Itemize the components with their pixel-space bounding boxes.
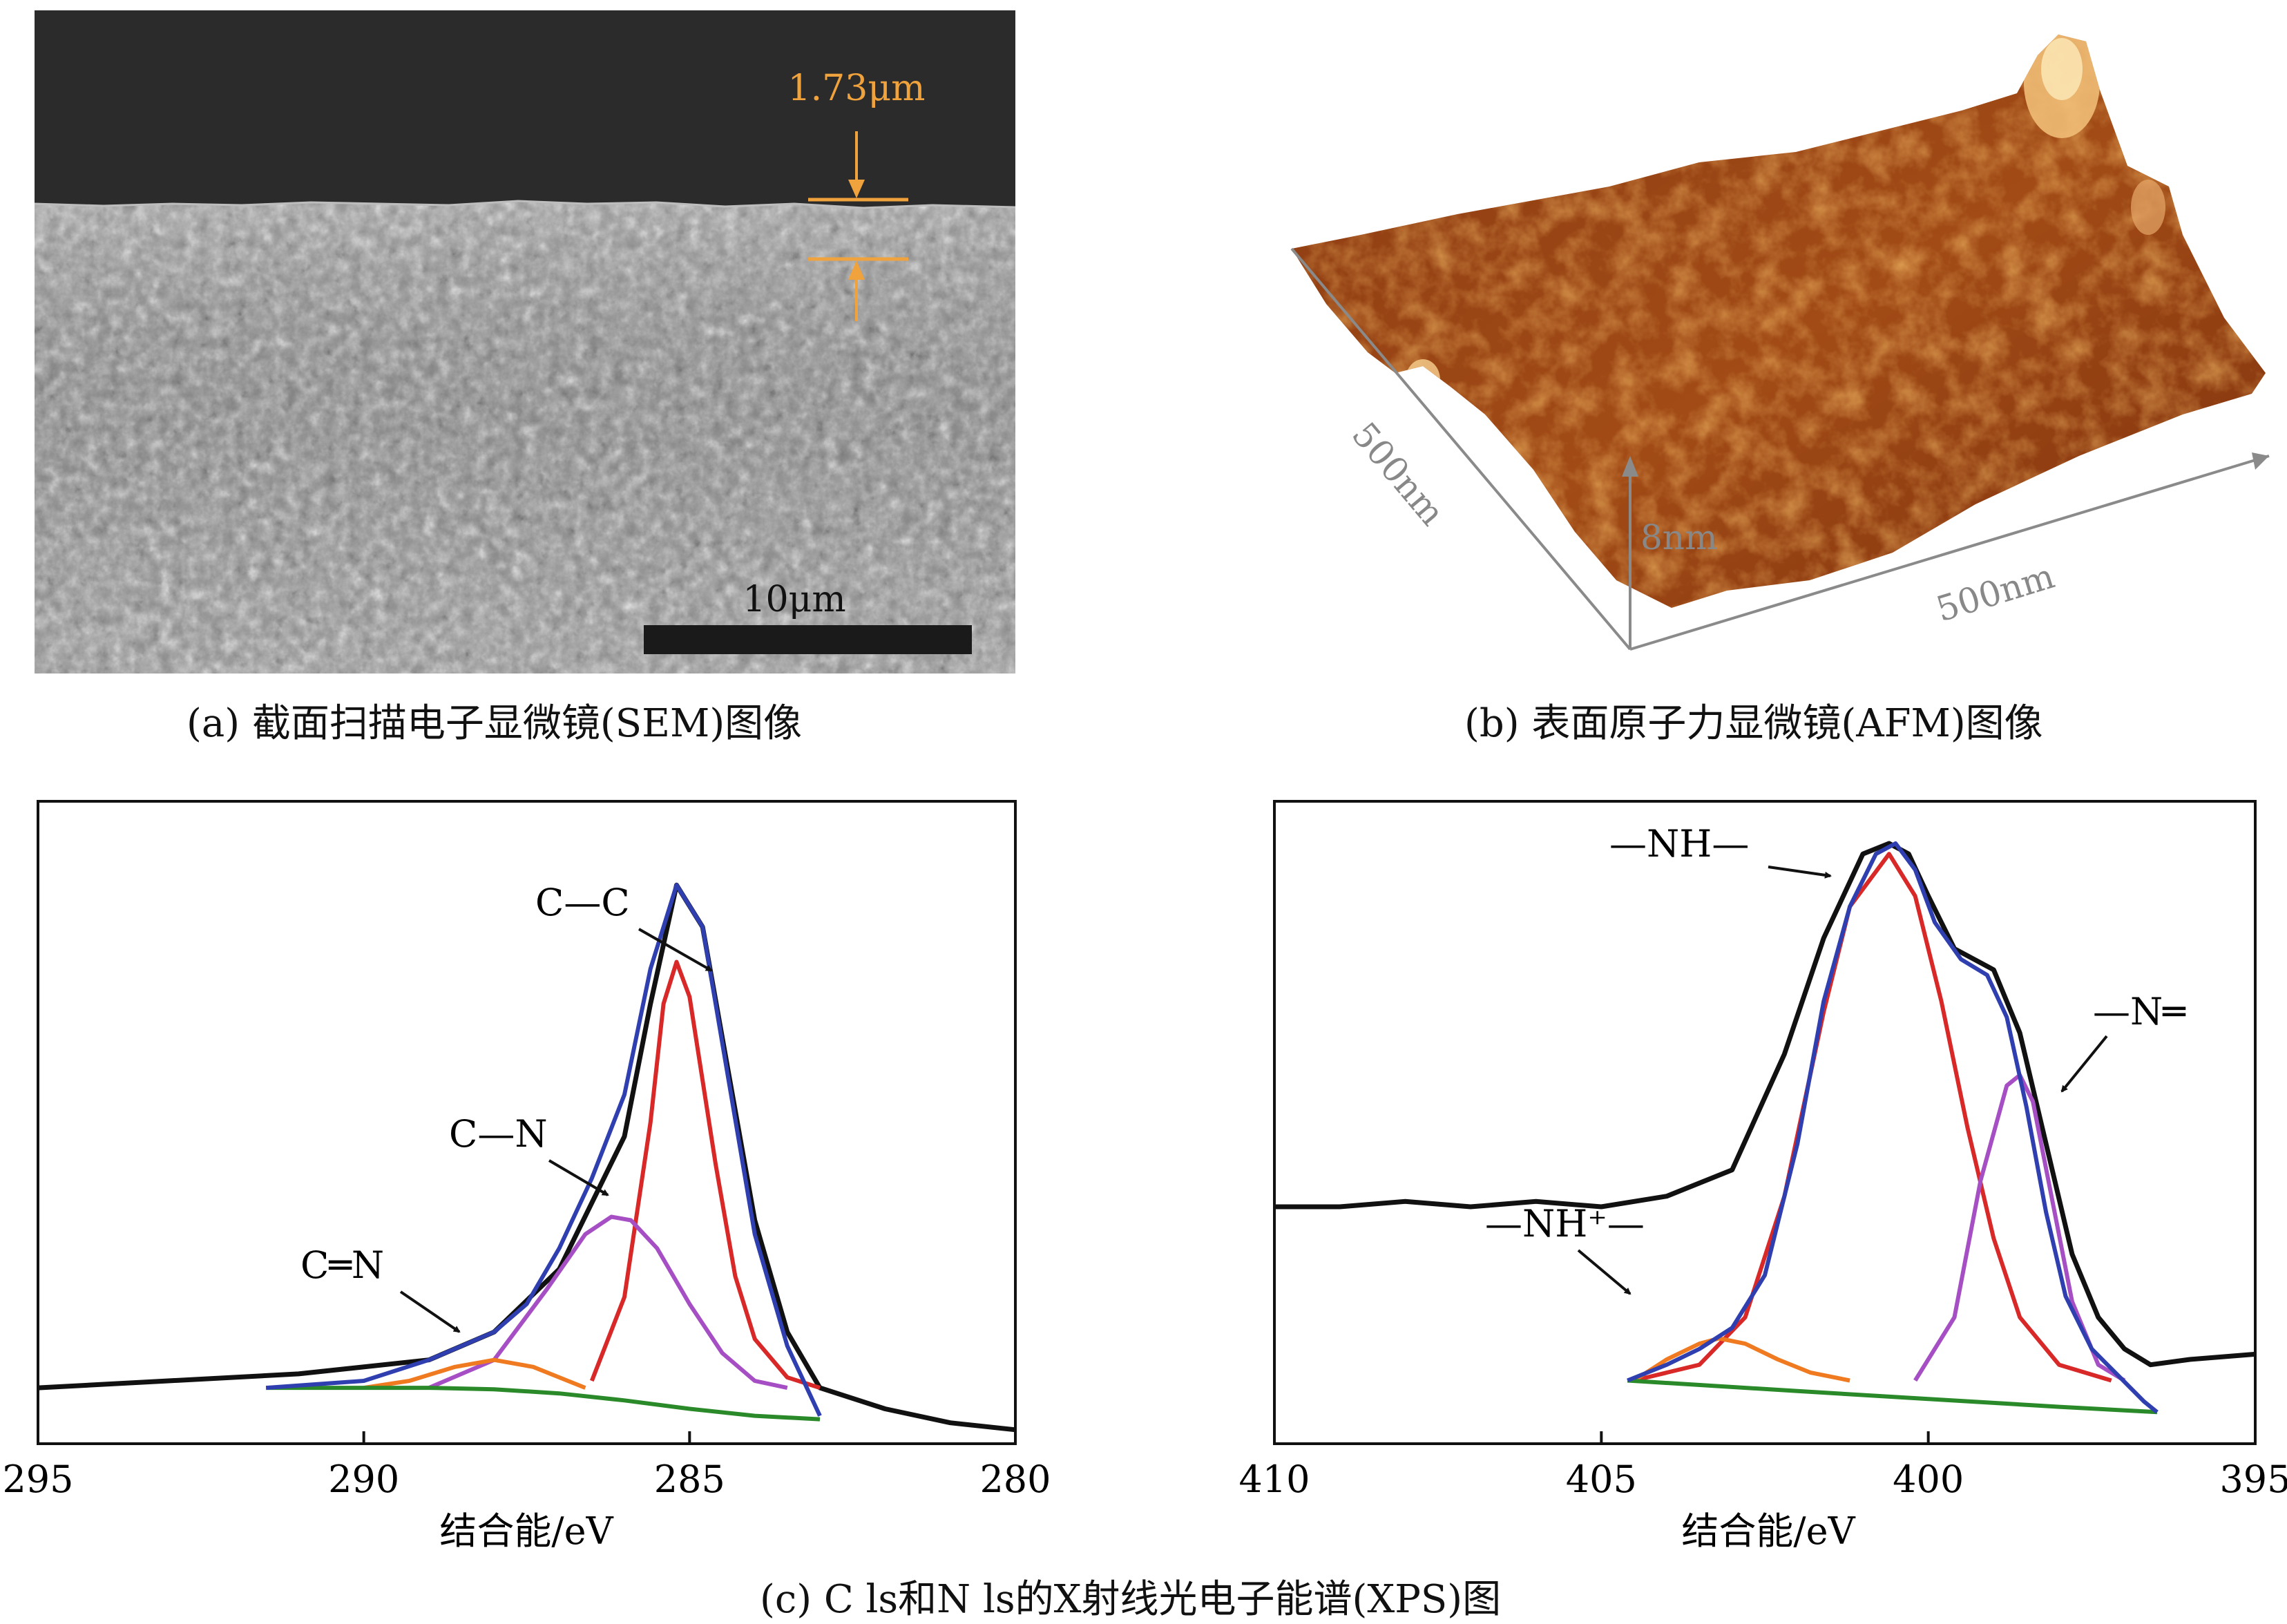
annotation-n-double-arrow bbox=[2060, 1035, 2108, 1093]
annotation-c-n-arrow bbox=[548, 1159, 609, 1196]
scale-bar-label: 10μm bbox=[743, 579, 845, 620]
afm-image: 500nm 500nm 8nm bbox=[1290, 35, 2270, 651]
afm-height-label: 8nm bbox=[1640, 517, 1717, 557]
series-line-3 bbox=[1633, 1336, 1850, 1383]
annotation-c-n: C—N bbox=[449, 1112, 548, 1156]
thickness-label: 1.73μm bbox=[788, 68, 926, 109]
series-line-2 bbox=[428, 1214, 788, 1391]
x-tick-label: 395 bbox=[2219, 1458, 2287, 1501]
xps-n1s-chart: 410 405 400 395 结合能/eV —NH— —N═ —NH⁺— bbox=[1238, 800, 2287, 1553]
x-tick-label: 405 bbox=[1566, 1458, 1637, 1501]
series-line-5 bbox=[265, 883, 822, 1417]
x-tick-label: 285 bbox=[654, 1458, 725, 1501]
caption-b: (b) 表面原子力显微镜(AFM)图像 bbox=[1464, 701, 2043, 746]
x-tick-label: 290 bbox=[328, 1458, 399, 1501]
annotation-nh: —NH— bbox=[1609, 822, 1749, 866]
x-tick-label: 295 bbox=[2, 1458, 73, 1501]
afm-axis-left-label: 500nm bbox=[1344, 414, 1453, 533]
plot-frame bbox=[1273, 800, 2257, 1445]
annotation-c-double-n-arrow bbox=[399, 1290, 461, 1333]
series-line-5 bbox=[1627, 841, 2159, 1414]
caption-a: (a) 截面扫描电子显微镜(SEM)图像 bbox=[186, 701, 803, 746]
annotation-nh-plus-arrow bbox=[1577, 1249, 1631, 1295]
series-line-4 bbox=[266, 1386, 821, 1422]
annotation-c-double-n: C═N bbox=[300, 1243, 384, 1287]
afm-axis-right-label: 500nm bbox=[1932, 556, 2059, 630]
annotation-n-double: —N═ bbox=[2093, 990, 2186, 1033]
series-line-1 bbox=[590, 959, 821, 1390]
x-tick-label: 410 bbox=[1238, 1458, 1310, 1501]
x-tick-label: 280 bbox=[979, 1458, 1051, 1501]
annotation-c-c-arrow bbox=[638, 928, 713, 972]
series-line-0 bbox=[1274, 841, 2256, 1368]
thickness-marker bbox=[808, 131, 908, 321]
x-tick-label: 400 bbox=[1893, 1458, 1964, 1501]
xps-c1s-chart: 295 290 285 280 结合能/eV C—C C—N C═N bbox=[2, 800, 1051, 1553]
annotation-c-c: C—C bbox=[535, 881, 630, 924]
annotation-nh-arrow bbox=[1768, 866, 1832, 879]
afm-axes bbox=[1290, 247, 2270, 651]
series-line-2 bbox=[1913, 1073, 2126, 1383]
x-axis-label: 结合能/eV bbox=[439, 1509, 613, 1553]
series-line-4 bbox=[1627, 1378, 2158, 1415]
series-line-0 bbox=[37, 882, 1016, 1433]
x-axis-label: 结合能/eV bbox=[1681, 1509, 1855, 1553]
plot-frame bbox=[37, 800, 1017, 1445]
caption-c: (c) C ls和N ls的X射线光电子能谱(XPS)图 bbox=[760, 1577, 1502, 1622]
series-line-3 bbox=[363, 1357, 586, 1391]
annotation-nh-plus: —NH⁺— bbox=[1485, 1202, 1645, 1245]
sem-image: 1.73μm 10μm bbox=[35, 10, 1015, 674]
scale-bar bbox=[644, 625, 972, 654]
